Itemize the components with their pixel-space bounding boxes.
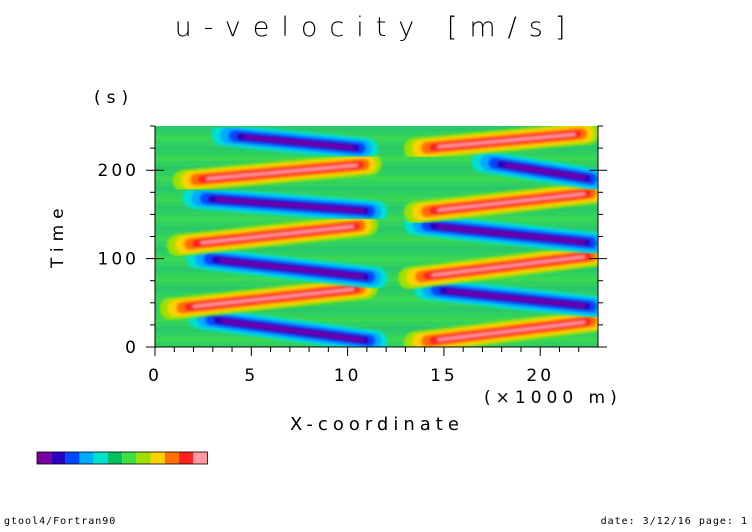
positive-band-1 [159, 276, 378, 320]
plot-area [155, 126, 598, 347]
field-stripe [155, 316, 598, 322]
colorbar-swatch [79, 452, 94, 464]
field-stripe [155, 296, 598, 302]
field-stripe [155, 246, 598, 252]
negative-band-6 [211, 126, 378, 160]
colorbar-swatch [51, 452, 66, 464]
y-tick-label: 100 [98, 250, 139, 270]
footer-software: gtool4/Fortran90 [4, 516, 117, 527]
field-stripe [155, 326, 598, 332]
positive-band-11 [404, 181, 598, 224]
colorbar-frame [36, 451, 208, 465]
band-layer [504, 163, 586, 180]
field-stripe [155, 126, 598, 132]
y-tick-label: 0 [125, 338, 139, 358]
x-tick-label: 10 [334, 366, 362, 386]
colorbar-swatch [93, 452, 108, 464]
positive-band-7 [404, 309, 598, 347]
y-axis-unit: (s) [94, 88, 135, 108]
chart-title: u-velocity [m/s] [174, 12, 578, 43]
x-axis-label: X-coordinate [290, 414, 464, 435]
negative-band-4 [182, 186, 388, 223]
negative-band-0 [188, 306, 388, 347]
y-tick-label: 200 [98, 161, 139, 181]
x-tick-label: 20 [526, 366, 554, 386]
positive-band-3 [167, 214, 378, 257]
x-axis-unit: (×1000 m) [484, 388, 622, 408]
axes: 0 100 200 0 5 10 15 20 [98, 125, 607, 386]
negative-band-8 [413, 277, 598, 319]
band-layer [447, 289, 586, 308]
band-layer [206, 163, 358, 181]
band-layer [437, 132, 576, 149]
colorbar-swatch [164, 452, 179, 464]
colorbar-swatch [65, 452, 80, 464]
x-tick-label: 15 [430, 366, 458, 386]
band-layer [431, 255, 586, 277]
colorbar-swatch [136, 452, 151, 464]
field-stripe [155, 196, 598, 202]
field-stripe [155, 186, 598, 192]
band-layer [437, 192, 586, 212]
positive-band-5 [172, 153, 382, 192]
negative-band-2 [186, 246, 388, 290]
colorbar-swatch [108, 452, 123, 464]
heatmap-chart: 0 100 200 0 5 10 15 20 [36, 125, 607, 465]
band-layer [244, 135, 355, 150]
footer-date-page: date: 3/12/16 page: 1 [600, 516, 748, 527]
x-tick-label: 5 [244, 366, 258, 386]
negative-band-12 [471, 150, 598, 191]
field-stripe [155, 236, 598, 242]
band-layer [219, 258, 364, 278]
field-stripe [155, 136, 598, 142]
colorbar-swatch [150, 452, 165, 464]
positive-band-13 [404, 126, 598, 160]
band-layer [221, 319, 364, 342]
field-stripe [155, 176, 598, 182]
field-stripe [155, 306, 598, 312]
colorbar [36, 451, 208, 465]
field-stripe [155, 256, 598, 262]
negative-band-10 [404, 213, 598, 255]
band-layer [192, 287, 355, 308]
colorbar-swatch [193, 452, 208, 464]
band-layer [215, 197, 364, 213]
band-layer [200, 225, 355, 245]
band-layer [437, 320, 586, 342]
colorbar-swatch [122, 452, 137, 464]
x-tick-label: 0 [148, 366, 162, 386]
positive-band-9 [398, 244, 598, 290]
colorbar-swatch [179, 452, 194, 464]
band-layer [437, 225, 586, 244]
colorbar-swatch [37, 452, 52, 464]
